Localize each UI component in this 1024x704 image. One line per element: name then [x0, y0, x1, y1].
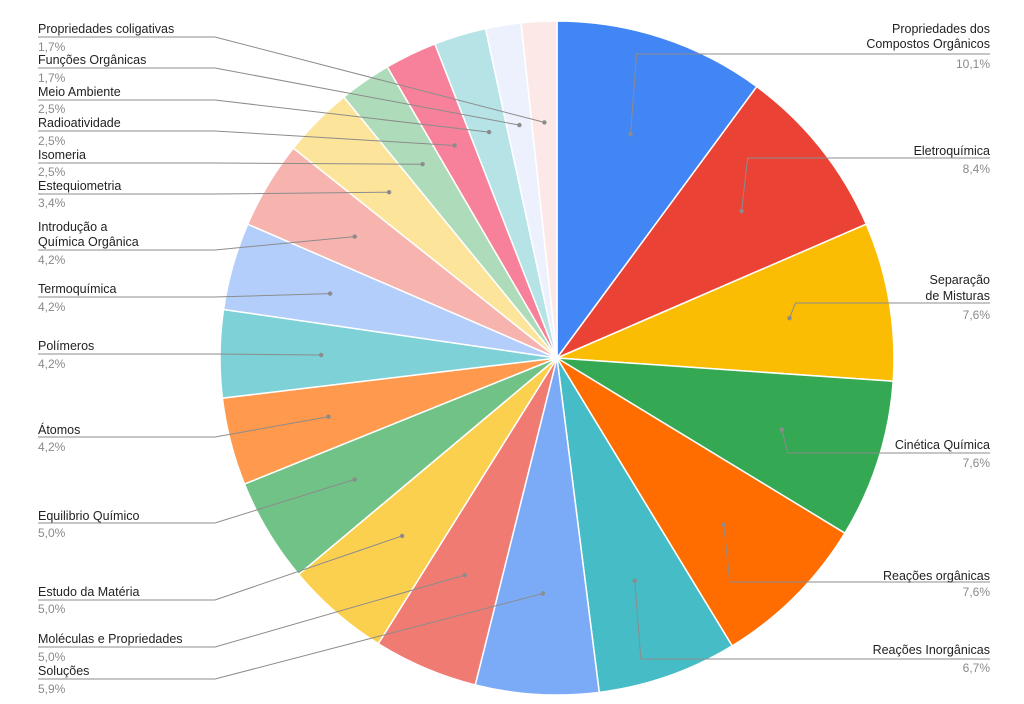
pie-slice [520, 20, 558, 359]
leader-line [38, 574, 465, 648]
slice-label: Introdução a Química Orgânica [38, 220, 139, 249]
leader-line [723, 524, 990, 583]
slice-label: Propriedades dos Compostos Orgânicos [866, 22, 990, 51]
leader-dot [517, 122, 522, 128]
slice-label: Propriedades coligativas [38, 22, 174, 36]
slice-value-label: 4,2% [38, 253, 66, 267]
slice-label: Meio Ambiente [38, 85, 121, 99]
slice-label: Átomos [38, 422, 80, 437]
slice-value-label: 5,0% [38, 602, 66, 616]
slice-value-label: 2,5% [38, 134, 66, 148]
slice-value-label: 4,2% [38, 300, 66, 314]
slice-value-label: 5,9% [38, 682, 66, 696]
slice-label: Eletroquímica [914, 144, 990, 158]
leader-line [38, 236, 355, 251]
slice-label: Estudo da Matéria [38, 585, 139, 599]
leader-line [38, 36, 545, 123]
leader-line [789, 302, 990, 319]
leader-line [630, 53, 990, 134]
slice-label: Polímeros [38, 339, 94, 353]
slice-label: Moléculas e Propriedades [38, 632, 183, 646]
pie-slice [556, 357, 895, 535]
slice-value-label: 5,0% [38, 650, 66, 664]
slice-value-label: 5,0% [38, 526, 66, 540]
slice-label: Separação de Misturas [925, 273, 990, 303]
slice-value-label: 4,2% [38, 357, 66, 371]
pie-slices [219, 20, 895, 696]
leader-line [38, 416, 329, 438]
slice-value-label: 7,6% [963, 585, 991, 599]
leader-line [741, 157, 990, 212]
slice-value-label: 4,2% [38, 440, 66, 454]
slice-value-label: 7,6% [963, 456, 991, 470]
leader-line [38, 99, 490, 133]
slice-label: Radioatividade [38, 116, 121, 130]
pie-slice [556, 223, 895, 383]
slice-value-label: 6,7% [963, 661, 991, 675]
slice-label: Funções Orgânicas [38, 53, 146, 67]
leader-line [38, 130, 455, 146]
leader-line [38, 478, 355, 524]
leader-line [781, 429, 990, 454]
slice-value-label: 2,5% [38, 102, 66, 116]
slice-label: Termoquímica [38, 282, 117, 296]
slice-label: Equilibrio Químico [38, 509, 139, 523]
pie-slice [556, 20, 758, 361]
pie-labels: Propriedades dos Compostos Orgânicos 10,1%… [38, 22, 990, 696]
slice-label: Reações orgânicas [883, 569, 990, 583]
slice-label: Cinética Química [895, 438, 990, 452]
leader-line [38, 593, 544, 680]
leader-line [38, 353, 322, 356]
slice-value-label: 3,4% [38, 196, 66, 210]
pie-slice [474, 357, 601, 696]
leader-dot [542, 120, 547, 125]
pie-slice [556, 357, 846, 647]
slice-value-label: 1,7% [38, 40, 66, 54]
slice-value-label: 8,4% [963, 162, 991, 176]
pie-slice [554, 85, 868, 360]
slice-value-label: 10,1% [956, 57, 990, 71]
slice-value-label: 2,5% [38, 165, 66, 179]
leader-line [38, 535, 403, 601]
slice-label: Reações Inorgânicas [873, 643, 990, 657]
slice-value-label: 1,7% [38, 71, 66, 85]
slice-label: Soluções [38, 664, 89, 678]
slice-value-label: 7,6% [963, 308, 991, 322]
pie-slice [556, 357, 734, 694]
leader-line [38, 293, 331, 298]
slice-label: Isomeria [38, 148, 86, 162]
leader-line [38, 191, 390, 195]
leader-dot [352, 477, 357, 482]
slice-label: Estequiometria [38, 179, 121, 193]
leader-line [38, 67, 520, 126]
leader-line [634, 580, 990, 660]
leader-line [38, 162, 423, 165]
